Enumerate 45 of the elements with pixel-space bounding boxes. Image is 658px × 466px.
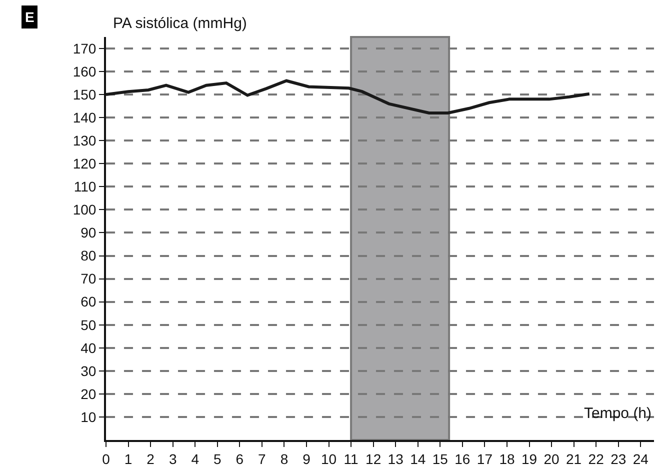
y-tick-label: 50	[80, 316, 96, 333]
x-tick-label: 18	[499, 450, 515, 466]
y-tick-label: 100	[72, 202, 96, 218]
x-tick-label: 19	[521, 450, 538, 466]
x-tick-label: 8	[280, 450, 288, 466]
x-tick-label: 23	[610, 450, 626, 466]
y-axis-title: PA sistólica (mmHg)	[113, 15, 247, 32]
x-tick-label: 15	[432, 450, 448, 466]
x-tick-label: 2	[146, 450, 155, 466]
x-tick-label: 3	[168, 450, 177, 466]
x-tick-label: 9	[302, 450, 311, 466]
x-tick-label: 17	[476, 450, 493, 466]
x-tick-label: 14	[410, 450, 426, 466]
x-tick-label: 7	[258, 450, 266, 466]
x-tick-label: 0	[102, 450, 110, 466]
x-tick-label: 4	[191, 450, 200, 466]
x-tick-label: 21	[566, 450, 582, 466]
y-tick-label: 90	[80, 224, 96, 241]
x-axis-title: Tempo (h)	[584, 405, 652, 422]
x-tick-label: 20	[544, 450, 560, 466]
y-tick-label: 170	[72, 40, 96, 56]
y-tick-label: 40	[80, 340, 96, 356]
y-tick-label: 70	[80, 270, 96, 287]
y-tick-label: 130	[72, 132, 96, 149]
y-tick-label: 30	[80, 362, 96, 379]
x-tick-label: 13	[388, 450, 404, 466]
y-tick-label: 110	[74, 178, 96, 195]
x-tick-label: 10	[320, 450, 337, 466]
x-tick-label: 22	[588, 450, 604, 466]
x-tick-label: 24	[632, 450, 649, 466]
x-tick-label: 1	[124, 450, 132, 466]
x-tick-label: 12	[366, 450, 382, 466]
x-tick-label: 11	[344, 450, 359, 466]
x-tick-label: 5	[213, 450, 222, 466]
y-tick-label: 150	[72, 86, 96, 102]
y-tick-label: 120	[72, 156, 96, 172]
y-tick-label: 20	[80, 386, 96, 402]
y-tick-label: 140	[72, 110, 96, 126]
y-tick-label: 10	[80, 408, 96, 425]
y-tick-label: 60	[80, 294, 96, 310]
y-tick-label: 160	[72, 63, 96, 80]
text: E	[25, 9, 34, 25]
y-tick-label: 80	[80, 248, 96, 264]
x-tick-label: 16	[454, 450, 470, 466]
x-tick-label: 6	[236, 450, 244, 466]
